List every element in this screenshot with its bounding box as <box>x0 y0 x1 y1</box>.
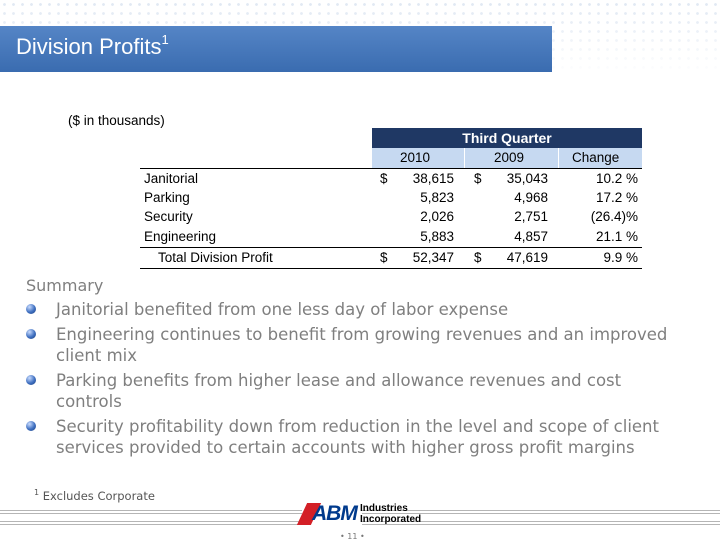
logo-line-2: Incorporated <box>360 514 422 525</box>
list-item: Parking benefits from higher lease and a… <box>26 370 686 412</box>
dollar-sign: $ <box>380 250 388 265</box>
value-change: 21.1 % <box>595 229 638 244</box>
table-row: Security 2,026 2,751 (26.4)% <box>140 207 642 227</box>
value-change: 17.2 % <box>595 190 638 205</box>
period-header: Third Quarter <box>372 128 642 148</box>
bullet-icon <box>26 421 36 431</box>
total-label: Total Division Profit <box>158 250 273 265</box>
value-2010: 38,615 <box>412 171 454 186</box>
value-2009: 2,751 <box>514 209 548 224</box>
value-change: (26.4)% <box>590 209 638 224</box>
slide-title-text: Division Profits <box>16 34 162 59</box>
footnote-marker: 1 <box>34 488 40 497</box>
value-2009: 4,968 <box>514 190 548 205</box>
column-separator <box>558 148 559 168</box>
row-label: Parking <box>144 190 190 205</box>
column-header-row: 2010 2009 Change <box>372 148 642 168</box>
column-separator <box>464 148 465 168</box>
bullet-icon <box>26 329 36 339</box>
abm-logo-mark: ABM <box>296 502 362 525</box>
column-header-2009: 2009 <box>494 150 525 165</box>
total-rule <box>140 247 642 248</box>
bullet-icon <box>26 375 36 385</box>
table-row: Engineering 5,883 4,857 21.1 % <box>140 227 642 247</box>
dollar-sign: $ <box>474 171 482 186</box>
value-2010: 5,883 <box>420 229 454 244</box>
summary-section: Summary Janitorial benefited from one le… <box>26 276 686 462</box>
slide-title-superscript: 1 <box>161 32 169 47</box>
footnote-text: Excludes Corporate <box>42 488 155 503</box>
total-change: 9.9 % <box>603 250 638 265</box>
slide-title: Division Profits1 <box>16 32 169 60</box>
summary-list: Janitorial benefited from one less day o… <box>26 299 686 458</box>
total-2010: 52,347 <box>412 250 454 265</box>
table-row: Janitorial $ 38,615 $ 35,043 10.2 % <box>140 169 642 189</box>
row-label: Engineering <box>144 229 217 244</box>
row-label: Janitorial <box>144 171 199 186</box>
bullet-text: Janitorial benefited from one less day o… <box>56 300 509 319</box>
list-item: Engineering continues to benefit from gr… <box>26 324 686 366</box>
value-2009: 35,043 <box>506 171 548 186</box>
units-note: ($ in thousands) <box>68 113 165 128</box>
bullet-icon <box>26 304 36 314</box>
list-item: Janitorial benefited from one less day o… <box>26 299 686 320</box>
abm-logo: ABM Industries Incorporated <box>296 499 422 529</box>
value-2010: 2,026 <box>420 209 454 224</box>
header-rule <box>140 168 642 169</box>
total-2009: 47,619 <box>506 250 548 265</box>
footnote: 1 Excludes Corporate <box>34 488 155 503</box>
title-bar: Division Profits1 <box>0 26 552 72</box>
summary-heading: Summary <box>26 276 104 295</box>
value-2010: 5,823 <box>420 190 454 205</box>
dollar-sign: $ <box>474 250 482 265</box>
logo-abm-text: ABM <box>312 502 358 525</box>
column-header-change: Change <box>572 150 620 165</box>
logo-company-name: Industries Incorporated <box>360 503 421 525</box>
page-number-value: 11 <box>347 532 358 541</box>
bullet-text: Security profitability down from reducti… <box>56 417 659 457</box>
bullet-text: Engineering continues to benefit from gr… <box>56 325 668 365</box>
table-row: Parking 5,823 4,968 17.2 % <box>140 188 642 208</box>
bullet-text: Parking benefits from higher lease and a… <box>56 371 622 411</box>
list-item: Security profitability down from reducti… <box>26 416 686 458</box>
column-header-2010: 2010 <box>400 150 431 165</box>
page-number: • 11 • <box>340 532 365 541</box>
value-2009: 4,857 <box>514 229 548 244</box>
logo-line-1: Industries <box>360 503 408 514</box>
row-label: Security <box>144 209 193 224</box>
value-change: 10.2 % <box>595 171 638 186</box>
total-row: Total Division Profit $ 52,347 $ 47,619 … <box>140 248 642 268</box>
total-underline <box>140 268 642 269</box>
dollar-sign: $ <box>380 171 388 186</box>
